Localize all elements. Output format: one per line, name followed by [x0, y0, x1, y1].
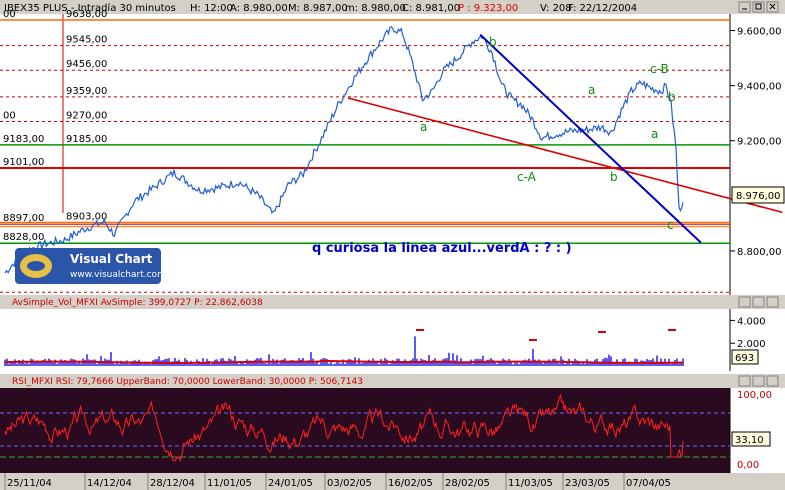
x-tick-label: 24/01/05	[268, 478, 313, 489]
price-panel-bg	[0, 0, 785, 295]
fib-label: 9185,00	[66, 134, 107, 145]
volume-axis-ticks: 4.000 2.000	[730, 316, 766, 350]
volume-window-buttons	[738, 296, 779, 308]
horizontal-levels	[0, 19, 730, 293]
x-tick-label: 23/03/05	[565, 478, 610, 489]
x-tick-label: 03/02/05	[327, 478, 372, 489]
volume-tick-label: 4.000	[737, 316, 766, 327]
x-tick-label: 07/04/05	[626, 478, 671, 489]
left-label-l9183: 9183,00	[3, 134, 44, 145]
rsi-value-box	[731, 431, 771, 447]
wave-label-a1: a	[588, 83, 595, 97]
rsi-value-text: 33,10	[735, 435, 764, 446]
fib-label: 9638,00	[66, 9, 107, 20]
price-tick-label: 9.400,00	[737, 82, 782, 93]
volume-value-text: 693	[735, 353, 754, 364]
logo-box	[15, 248, 161, 284]
wave-label-a3: a	[651, 127, 658, 141]
wave-label-b2: b	[668, 90, 676, 104]
rsi-line	[4, 394, 684, 463]
price-header-bar	[0, 0, 785, 14]
price-value-text: 8.976,00	[736, 191, 781, 202]
rsi-close-button[interactable]	[766, 375, 779, 387]
price-header-highlight: P : 9.323,00	[458, 3, 518, 14]
red-trendline	[347, 97, 783, 214]
volume-minimize-button[interactable]	[738, 296, 751, 308]
fib-labels: 9638,00 9545,00 9456,00 9359,00 9270,00 9185,…	[66, 9, 107, 222]
price-header-field: M: 8.987,00	[288, 3, 348, 14]
price-header-tail-field: V: 208	[540, 3, 572, 14]
left-label-l9101: 9101,00	[3, 157, 44, 168]
volume-tick-label: 2.000	[737, 339, 766, 350]
price-header-field: m: 8.980,00	[345, 3, 406, 14]
price-header-field: H: 12:00	[190, 3, 233, 14]
x-tick-label: 11/03/05	[508, 478, 553, 489]
blue-trendline	[479, 33, 702, 244]
rsi-window-buttons	[738, 375, 779, 387]
volume-maximize-button[interactable]	[752, 296, 765, 308]
rsi-tick-label: 100,00	[737, 390, 772, 401]
maximize-button[interactable]	[752, 1, 765, 13]
wave-label-c1: c	[667, 218, 674, 232]
wave-label-cA: c-A	[517, 170, 537, 184]
volume-value-box	[731, 349, 759, 365]
volume-close-button[interactable]	[766, 296, 779, 308]
minimize-button[interactable]	[738, 1, 751, 13]
volume-header: AvSimple_Vol_MFXI AvSimple: 399,0727 P: …	[12, 298, 263, 308]
price-value-box	[731, 186, 785, 204]
x-tick-label: 28/12/04	[150, 478, 195, 489]
x-tick-label: 11/01/05	[207, 478, 252, 489]
visual-chart-logo: Visual Chart www.visualchart.com	[15, 248, 166, 284]
price-tick-label: 9.200,00	[737, 137, 782, 148]
wave-label-a2: a	[420, 120, 427, 134]
left-label-l8897: 8897,00	[3, 213, 44, 224]
wave-label-b1: b	[489, 35, 497, 49]
left-label-l00b: 00	[3, 110, 16, 121]
left-label-l00a: 00	[3, 9, 16, 20]
x-tick-label: 28/02/05	[445, 478, 490, 489]
fib-label: 8903,00	[66, 212, 107, 223]
rsi-minimize-button[interactable]	[738, 375, 751, 387]
volume-average-line	[4, 359, 684, 364]
annotation-text: q curiosa la linea azul...verdA : ? : )	[312, 241, 572, 256]
logo-title: Visual Chart	[70, 252, 153, 266]
fib-label: 9359,00	[66, 86, 107, 97]
price-series-line	[4, 26, 684, 274]
fib-label: 9270,00	[66, 110, 107, 121]
price-header-field: A: 8.980,00	[230, 3, 288, 14]
logo-url: www.visualchart.com	[70, 270, 166, 280]
left-level-labels: 00 00 9183,00 9101,00 8897,00 8828,00	[3, 9, 44, 243]
x-tick-label: 14/12/04	[87, 478, 132, 489]
x-tick-label: 16/02/05	[388, 478, 433, 489]
price-header-field: C: 8.981,00	[402, 3, 460, 14]
wave-label-cB: c-B	[650, 62, 669, 76]
wave-label-b3: b	[610, 170, 618, 184]
rsi-maximize-button[interactable]	[752, 375, 765, 387]
volume-header-bar	[0, 295, 785, 309]
price-tick-label: 8.800,00	[737, 247, 782, 258]
price-axis-ticks: 9.600,00 9.400,00 9.200,00 8.800,00	[730, 27, 782, 258]
rsi-header-bar	[0, 374, 785, 388]
price-window-buttons	[738, 1, 779, 13]
rsi-panel-bg	[0, 388, 730, 473]
rsi-tick-label: 0,00	[737, 460, 759, 471]
left-label-l8828: 8828,00	[3, 232, 44, 243]
fib-label: 9456,00	[66, 59, 107, 70]
wave-labels: b c-B a b a a c-A b c	[420, 35, 676, 232]
rsi-axis-ticks: 100,00 0,00	[737, 390, 772, 471]
x-axis-labels: 25/11/04 14/12/04 28/12/04 11/01/05 24/01/05…	[4, 473, 671, 490]
price-header-tail-field: F: 22/12/2004	[568, 3, 637, 14]
fib-label: 9545,00	[66, 35, 107, 46]
x-axis-bar	[0, 473, 785, 490]
price-header-symbol: IBEX35 PLUS - Intradía 30 minutos	[4, 2, 176, 14]
x-tick-label: 25/11/04	[7, 478, 52, 489]
price-header-fields: H: 12:00A: 8.980,00 M: 8.987,00m: 8.980,0…	[190, 3, 460, 14]
rsi-header: RSI_MFXI RSI: 79,7666 UpperBand: 70,0000…	[12, 377, 363, 387]
price-tick-label: 9.600,00	[737, 27, 782, 38]
